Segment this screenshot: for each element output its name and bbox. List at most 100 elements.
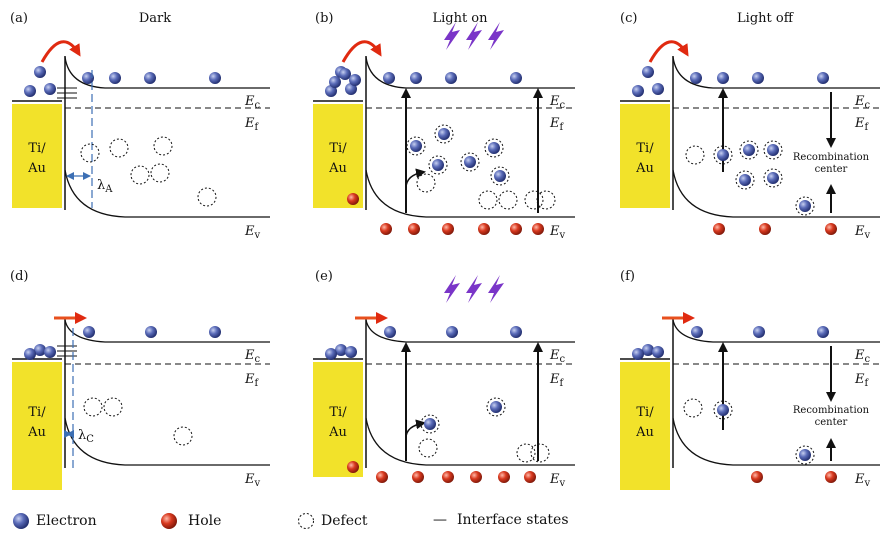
defect-circle <box>109 138 129 158</box>
capture-arrow <box>405 419 426 439</box>
valence-band <box>64 417 270 466</box>
recombination-label-2: center <box>815 417 848 428</box>
electron-dot <box>767 144 779 156</box>
ec-label: Ec <box>244 348 261 365</box>
hole-dot <box>825 471 837 483</box>
electron-dot <box>325 85 337 97</box>
defect-circle <box>685 145 705 165</box>
electron-dot <box>642 344 654 356</box>
conduction-band <box>672 56 880 89</box>
hole-dot <box>759 223 771 235</box>
electron-dot <box>345 83 357 95</box>
hole-dot <box>713 223 725 235</box>
interface-mark-icon: — <box>433 512 447 528</box>
defect-circle <box>795 196 815 216</box>
legend-electron-label: Electron <box>36 513 97 529</box>
electron-dot <box>384 326 396 338</box>
defect-circle <box>420 414 440 434</box>
panel-label: (a) <box>10 11 28 26</box>
ev-label: Ev <box>244 472 261 489</box>
electron-dot <box>345 346 357 358</box>
defect-circle <box>498 190 518 210</box>
ec-label: Ec <box>244 94 261 111</box>
panel-c: Ti/Au Ec Ef Ev (c) Light off Recombinationcent… <box>620 11 880 241</box>
defect-circle <box>713 145 733 165</box>
hole-dot <box>470 471 482 483</box>
panel-title: Light on <box>432 11 488 26</box>
lightning-icon <box>444 275 460 303</box>
panel-d: Ti/Au Ec Ef Ev (d) λC <box>10 269 270 490</box>
electron-dot <box>752 72 764 84</box>
electron-dot <box>799 449 811 461</box>
electron-dot <box>767 172 779 184</box>
legend: Electron Hole Defect — Interface states <box>0 512 885 538</box>
ec-label: Ec <box>854 94 871 111</box>
lightning-icon <box>488 275 504 303</box>
conduction-band <box>64 56 270 89</box>
defect-circle <box>530 443 550 463</box>
panel-label: (c) <box>620 11 637 26</box>
defect-circle <box>478 190 498 210</box>
electron-dot <box>325 348 337 360</box>
hole-dot <box>751 471 763 483</box>
defect-circle <box>490 166 510 186</box>
electron-dot <box>490 401 502 413</box>
metal-label-2: Au <box>635 425 654 440</box>
lightning-icon <box>444 22 460 50</box>
electron-dot <box>632 85 644 97</box>
defect-circle <box>763 168 783 188</box>
electron-dot-icon <box>13 513 29 529</box>
panel-b: Ti/Au Ec Ef Ev (b) Light on <box>313 11 575 241</box>
metal-label-2: Au <box>328 161 347 176</box>
panel-title: Light off <box>737 11 795 26</box>
electron-dot <box>690 72 702 84</box>
electron-dot <box>329 76 341 88</box>
legend-hole-label: Hole <box>188 513 222 529</box>
defect-circle <box>486 397 506 417</box>
hole-dot-icon <box>161 513 177 529</box>
hole-dot <box>412 471 424 483</box>
metal-contact <box>620 362 670 490</box>
lightning-icon <box>466 22 482 50</box>
electron-dot <box>717 149 729 161</box>
electron-dot <box>144 72 156 84</box>
legend-defect-label: Defect <box>321 513 368 529</box>
conduction-band <box>365 56 575 89</box>
emission-arrow <box>40 40 81 63</box>
defect-circle <box>197 187 217 207</box>
emission-arrow <box>341 40 382 63</box>
defect-circle <box>739 140 759 160</box>
electron-dot <box>335 344 347 356</box>
metal-label-2: Au <box>27 425 46 440</box>
electron-dot <box>632 348 644 360</box>
recombination-label-1: Recombination <box>793 152 870 163</box>
electron-dot <box>44 346 56 358</box>
metal-label-1: Ti/ <box>636 405 654 420</box>
electron-dot <box>109 72 121 84</box>
legend-electron: Electron <box>12 512 97 530</box>
hole-dot <box>442 223 454 235</box>
defect-circle <box>434 124 454 144</box>
electron-dot <box>652 83 664 95</box>
conduction-band <box>672 319 880 343</box>
electron-dot <box>209 326 221 338</box>
ef-label: Ef <box>244 372 260 389</box>
electron-dot <box>44 83 56 95</box>
metal-contact <box>313 104 363 208</box>
hole-dot <box>408 223 420 235</box>
defect-circle <box>416 173 436 193</box>
electron-dot <box>510 72 522 84</box>
ef-label: Ef <box>549 116 565 133</box>
panel-label: (d) <box>10 269 28 284</box>
electron-dot <box>349 74 361 86</box>
electron-dot <box>445 72 457 84</box>
electron-dot <box>82 72 94 84</box>
electron-dot <box>817 72 829 84</box>
panel-e: Ti/Au Ec Ef Ev (e) <box>313 269 575 489</box>
electron-dot <box>339 68 351 80</box>
electron-dot <box>424 418 436 430</box>
ec-label: Ec <box>854 348 871 365</box>
electron-dot <box>34 66 46 78</box>
